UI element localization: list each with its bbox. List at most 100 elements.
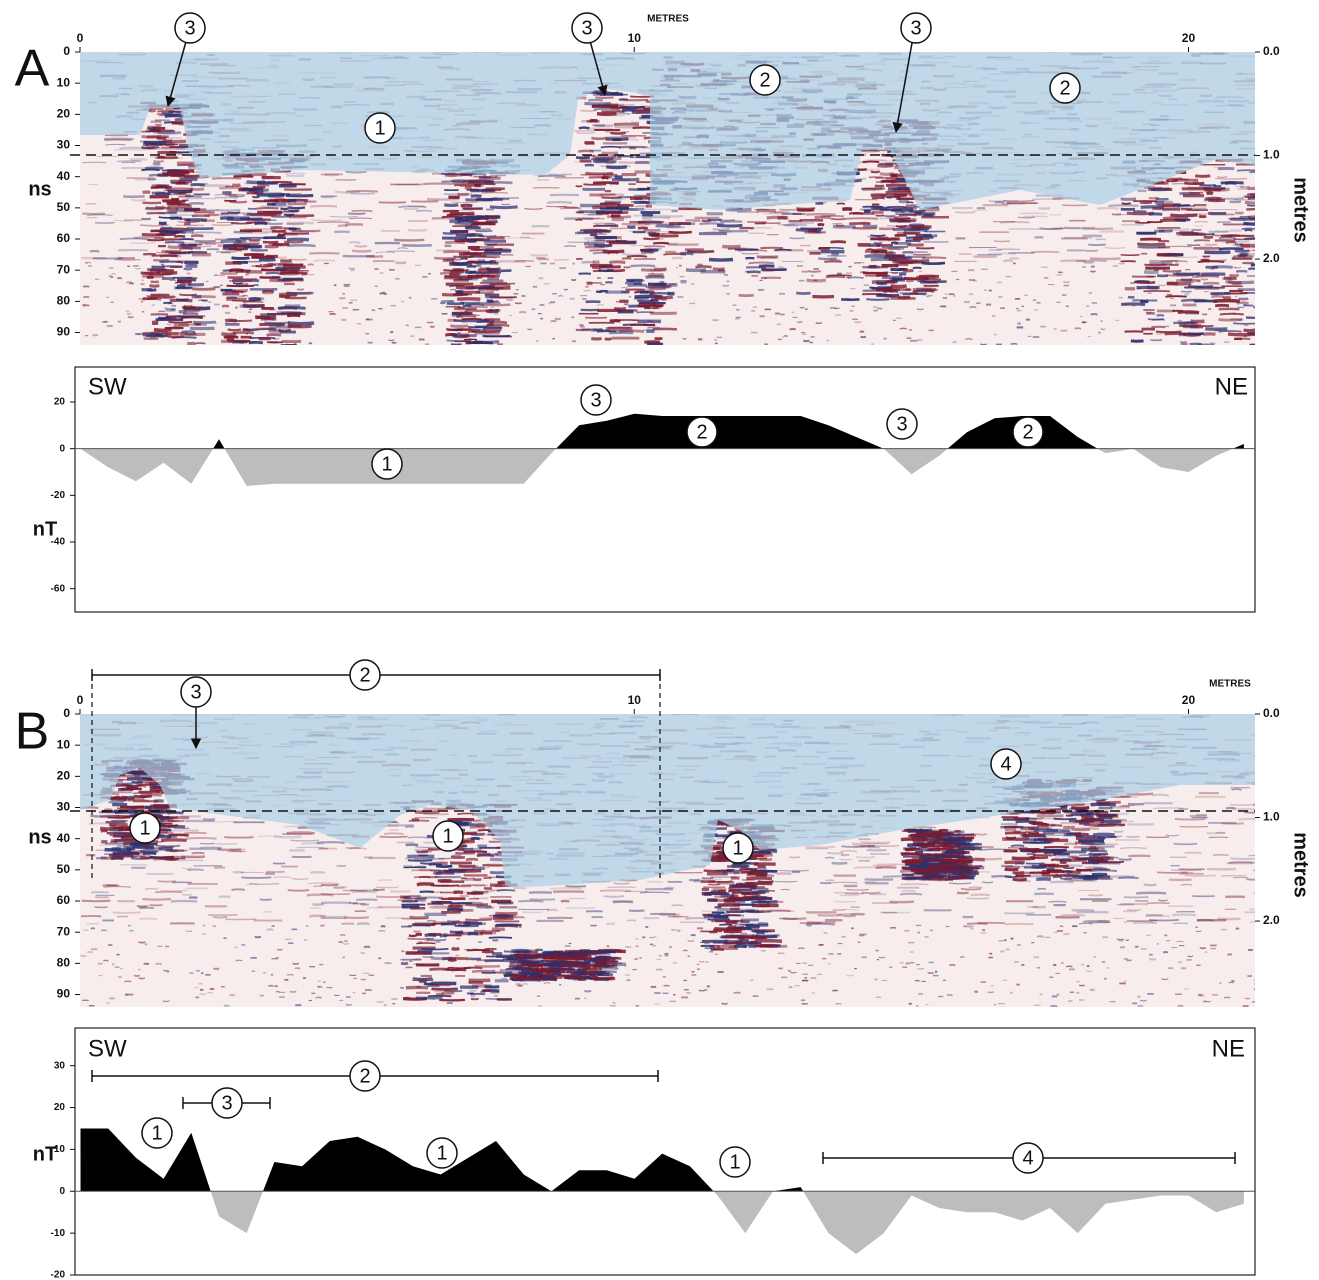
reflection bbox=[611, 217, 625, 222]
reflection bbox=[449, 219, 475, 224]
reflection bbox=[942, 296, 948, 299]
reflection bbox=[1202, 1000, 1208, 1003]
reflection bbox=[746, 270, 761, 274]
reflection bbox=[782, 917, 807, 921]
reflection bbox=[1081, 266, 1086, 268]
reflection bbox=[167, 189, 193, 194]
reflection bbox=[191, 851, 205, 855]
reflection bbox=[559, 206, 582, 210]
reflection bbox=[539, 317, 544, 320]
reflection bbox=[272, 242, 290, 247]
reflection bbox=[168, 321, 193, 324]
reflection bbox=[898, 199, 910, 204]
reflection bbox=[858, 934, 865, 937]
reflection bbox=[554, 317, 562, 320]
annotation-label: 3 bbox=[590, 389, 601, 411]
reflection bbox=[789, 237, 805, 240]
reflection bbox=[647, 326, 661, 329]
reflection bbox=[626, 255, 648, 258]
reflection bbox=[591, 136, 607, 141]
reflection bbox=[611, 177, 640, 182]
reflection bbox=[376, 1001, 384, 1003]
reflection bbox=[129, 929, 134, 932]
reflection bbox=[185, 836, 217, 840]
reflection bbox=[899, 892, 923, 896]
reflection bbox=[1033, 956, 1040, 959]
reflection bbox=[776, 872, 792, 875]
reflection bbox=[394, 238, 425, 242]
reflection bbox=[1120, 253, 1140, 256]
reflection bbox=[1196, 918, 1215, 922]
reflection bbox=[1113, 795, 1138, 799]
reflection bbox=[802, 339, 810, 343]
reflection bbox=[183, 221, 192, 226]
reflection bbox=[1227, 332, 1255, 337]
reflection bbox=[578, 149, 594, 153]
reflection bbox=[916, 246, 935, 250]
reflection bbox=[103, 885, 132, 888]
reflection bbox=[641, 216, 671, 219]
reflection bbox=[292, 877, 309, 880]
reflection bbox=[1215, 177, 1248, 180]
reflection bbox=[184, 308, 201, 313]
reflection bbox=[1164, 253, 1184, 257]
reflection bbox=[506, 237, 536, 240]
reflection bbox=[619, 329, 645, 333]
reflection bbox=[1136, 995, 1141, 998]
reflection bbox=[685, 917, 710, 920]
reflection bbox=[307, 263, 315, 266]
reflection bbox=[533, 174, 544, 177]
x-axis-title: METRES bbox=[647, 14, 689, 25]
reflection bbox=[1036, 301, 1041, 304]
reflection bbox=[352, 891, 377, 894]
reflection bbox=[254, 221, 268, 226]
reflection bbox=[759, 279, 763, 282]
reflection bbox=[1118, 876, 1139, 880]
reflection bbox=[549, 301, 556, 304]
reflection bbox=[152, 132, 176, 135]
x-tick-label: 0 bbox=[77, 31, 84, 45]
reflection bbox=[564, 245, 576, 248]
reflection bbox=[139, 224, 169, 227]
reflection bbox=[585, 171, 614, 176]
reflection bbox=[167, 245, 184, 249]
reflection bbox=[883, 290, 899, 293]
reflection bbox=[439, 301, 446, 305]
void-zone bbox=[80, 52, 1255, 210]
y-axis-title: ns bbox=[28, 178, 51, 200]
reflection bbox=[111, 273, 116, 275]
reflection bbox=[1113, 830, 1124, 833]
reflection bbox=[388, 339, 395, 342]
reflection bbox=[463, 338, 478, 341]
reflection bbox=[955, 211, 976, 214]
reflection bbox=[969, 306, 977, 309]
annotation-label: 1 bbox=[381, 453, 392, 475]
reflection bbox=[335, 190, 360, 194]
reflection bbox=[246, 172, 267, 177]
reflection bbox=[170, 899, 198, 903]
reflection bbox=[116, 160, 141, 163]
reflection bbox=[1167, 274, 1195, 277]
reflection bbox=[1147, 187, 1171, 192]
reflection bbox=[579, 325, 586, 328]
reflection bbox=[671, 904, 684, 907]
reflection bbox=[831, 861, 848, 865]
reflection bbox=[119, 237, 147, 241]
reflection bbox=[329, 312, 336, 316]
reflection bbox=[563, 288, 569, 291]
reflection bbox=[103, 320, 108, 323]
reflection bbox=[458, 215, 481, 220]
y-tick-label: 90 bbox=[57, 325, 71, 339]
reflection bbox=[354, 244, 367, 248]
reflection bbox=[463, 172, 487, 176]
reflection bbox=[259, 898, 272, 901]
reflection bbox=[1063, 284, 1070, 287]
reflection bbox=[925, 1004, 929, 1006]
reflection bbox=[453, 255, 475, 259]
annotation-circle bbox=[580, 384, 612, 416]
reflection bbox=[232, 331, 255, 335]
reflection bbox=[1123, 957, 1129, 961]
reflection bbox=[287, 321, 315, 326]
annotation-label: 3 bbox=[581, 17, 592, 39]
reflection bbox=[1249, 908, 1255, 911]
